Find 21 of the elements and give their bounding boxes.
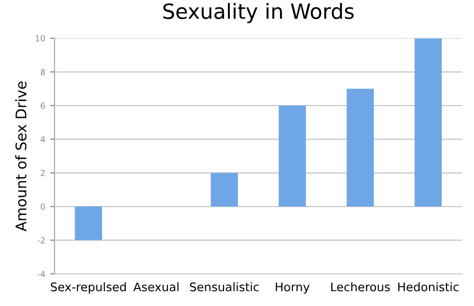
x-tick-label: Sensualistic: [190, 282, 259, 292]
y-tick-label: 2: [40, 170, 45, 176]
bar: [278, 106, 306, 207]
y-tick-label: -4: [38, 270, 46, 278]
x-tick-label: Asexual: [133, 282, 178, 292]
bar: [414, 38, 442, 207]
bar: [210, 172, 238, 207]
x-tick-label: Hedonistic: [398, 282, 459, 292]
bar: [74, 206, 102, 240]
chart-title: Sexuality in Words: [163, 2, 354, 24]
x-tick-label: Sex-repulsed: [50, 282, 126, 294]
x-tick-label: Horny: [276, 282, 310, 294]
y-axis-title: Amount of Sex Drive: [15, 81, 26, 232]
y-tick-label: 0: [40, 204, 45, 210]
y-tick-label: -2: [38, 237, 45, 244]
y-tick-label: 4: [40, 136, 46, 142]
x-tick-label: Lecherous: [331, 282, 390, 292]
y-tick-label: 6: [40, 102, 45, 109]
y-tick-label: 8: [40, 68, 45, 76]
bar: [346, 88, 374, 207]
y-tick-label: 10: [36, 35, 45, 42]
